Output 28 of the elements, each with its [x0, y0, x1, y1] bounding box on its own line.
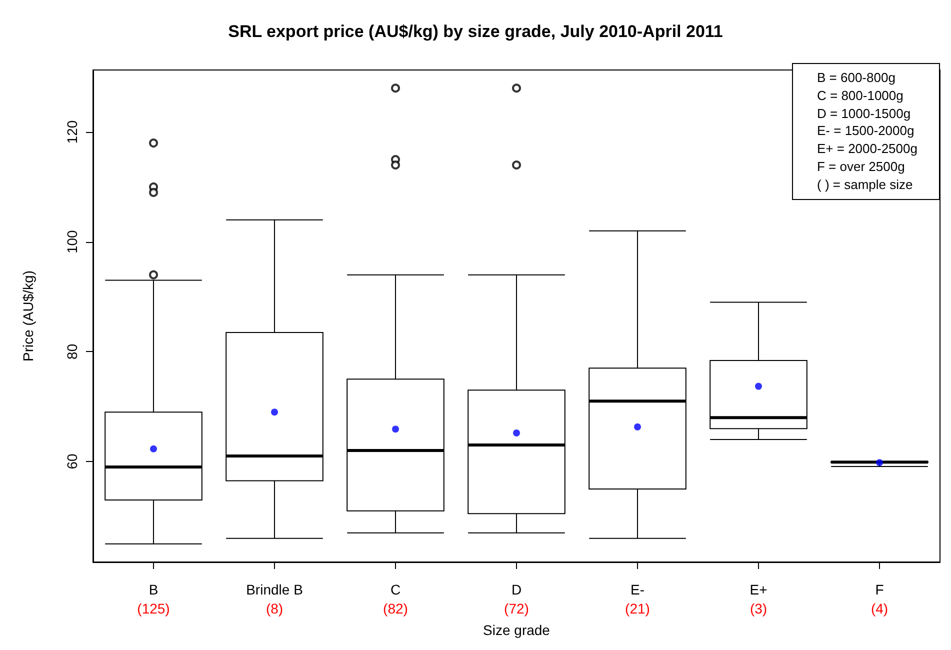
annotation: D = 1000-1500g [817, 104, 912, 122]
x-tick-label: C [390, 582, 401, 598]
text: (8) [266, 600, 284, 616]
x-axis-title: Size grade [483, 622, 550, 638]
annotation: ( ) = sample size [817, 176, 914, 194]
text: (72) [504, 600, 529, 616]
text: (4) [870, 600, 888, 616]
y-tick-label: 120 [64, 120, 80, 144]
chart-title: SRL export price (AU$/kg) by size grade, July 2010-April 2011 [228, 22, 723, 41]
y-tick-label: 60 [64, 454, 80, 470]
annotation: C = 800-1000g [817, 86, 904, 105]
annotation: B = 600-800g [817, 69, 896, 87]
annotation: E+ = 2000-2500g [817, 140, 918, 158]
text: (21) [625, 600, 650, 616]
x-tick-label: F [875, 582, 884, 598]
x-tick-label: E+ [750, 582, 768, 598]
x-tick-label: D [511, 582, 522, 598]
x-tick-label: B [148, 582, 158, 598]
x-tick-label: Brindle B [246, 582, 303, 598]
x-tick-label: E- [630, 582, 645, 598]
text: (82) [383, 600, 408, 616]
text: (125) [137, 600, 170, 616]
y-tick-label: 100 [64, 230, 80, 254]
annotation: E- = 1500-2000g [817, 122, 916, 140]
y-tick-label: 80 [64, 344, 80, 360]
annotation: F = over 2500g [817, 158, 906, 176]
text: (3) [750, 600, 768, 616]
y-axis-title: Price (AU$/kg) [20, 270, 36, 362]
